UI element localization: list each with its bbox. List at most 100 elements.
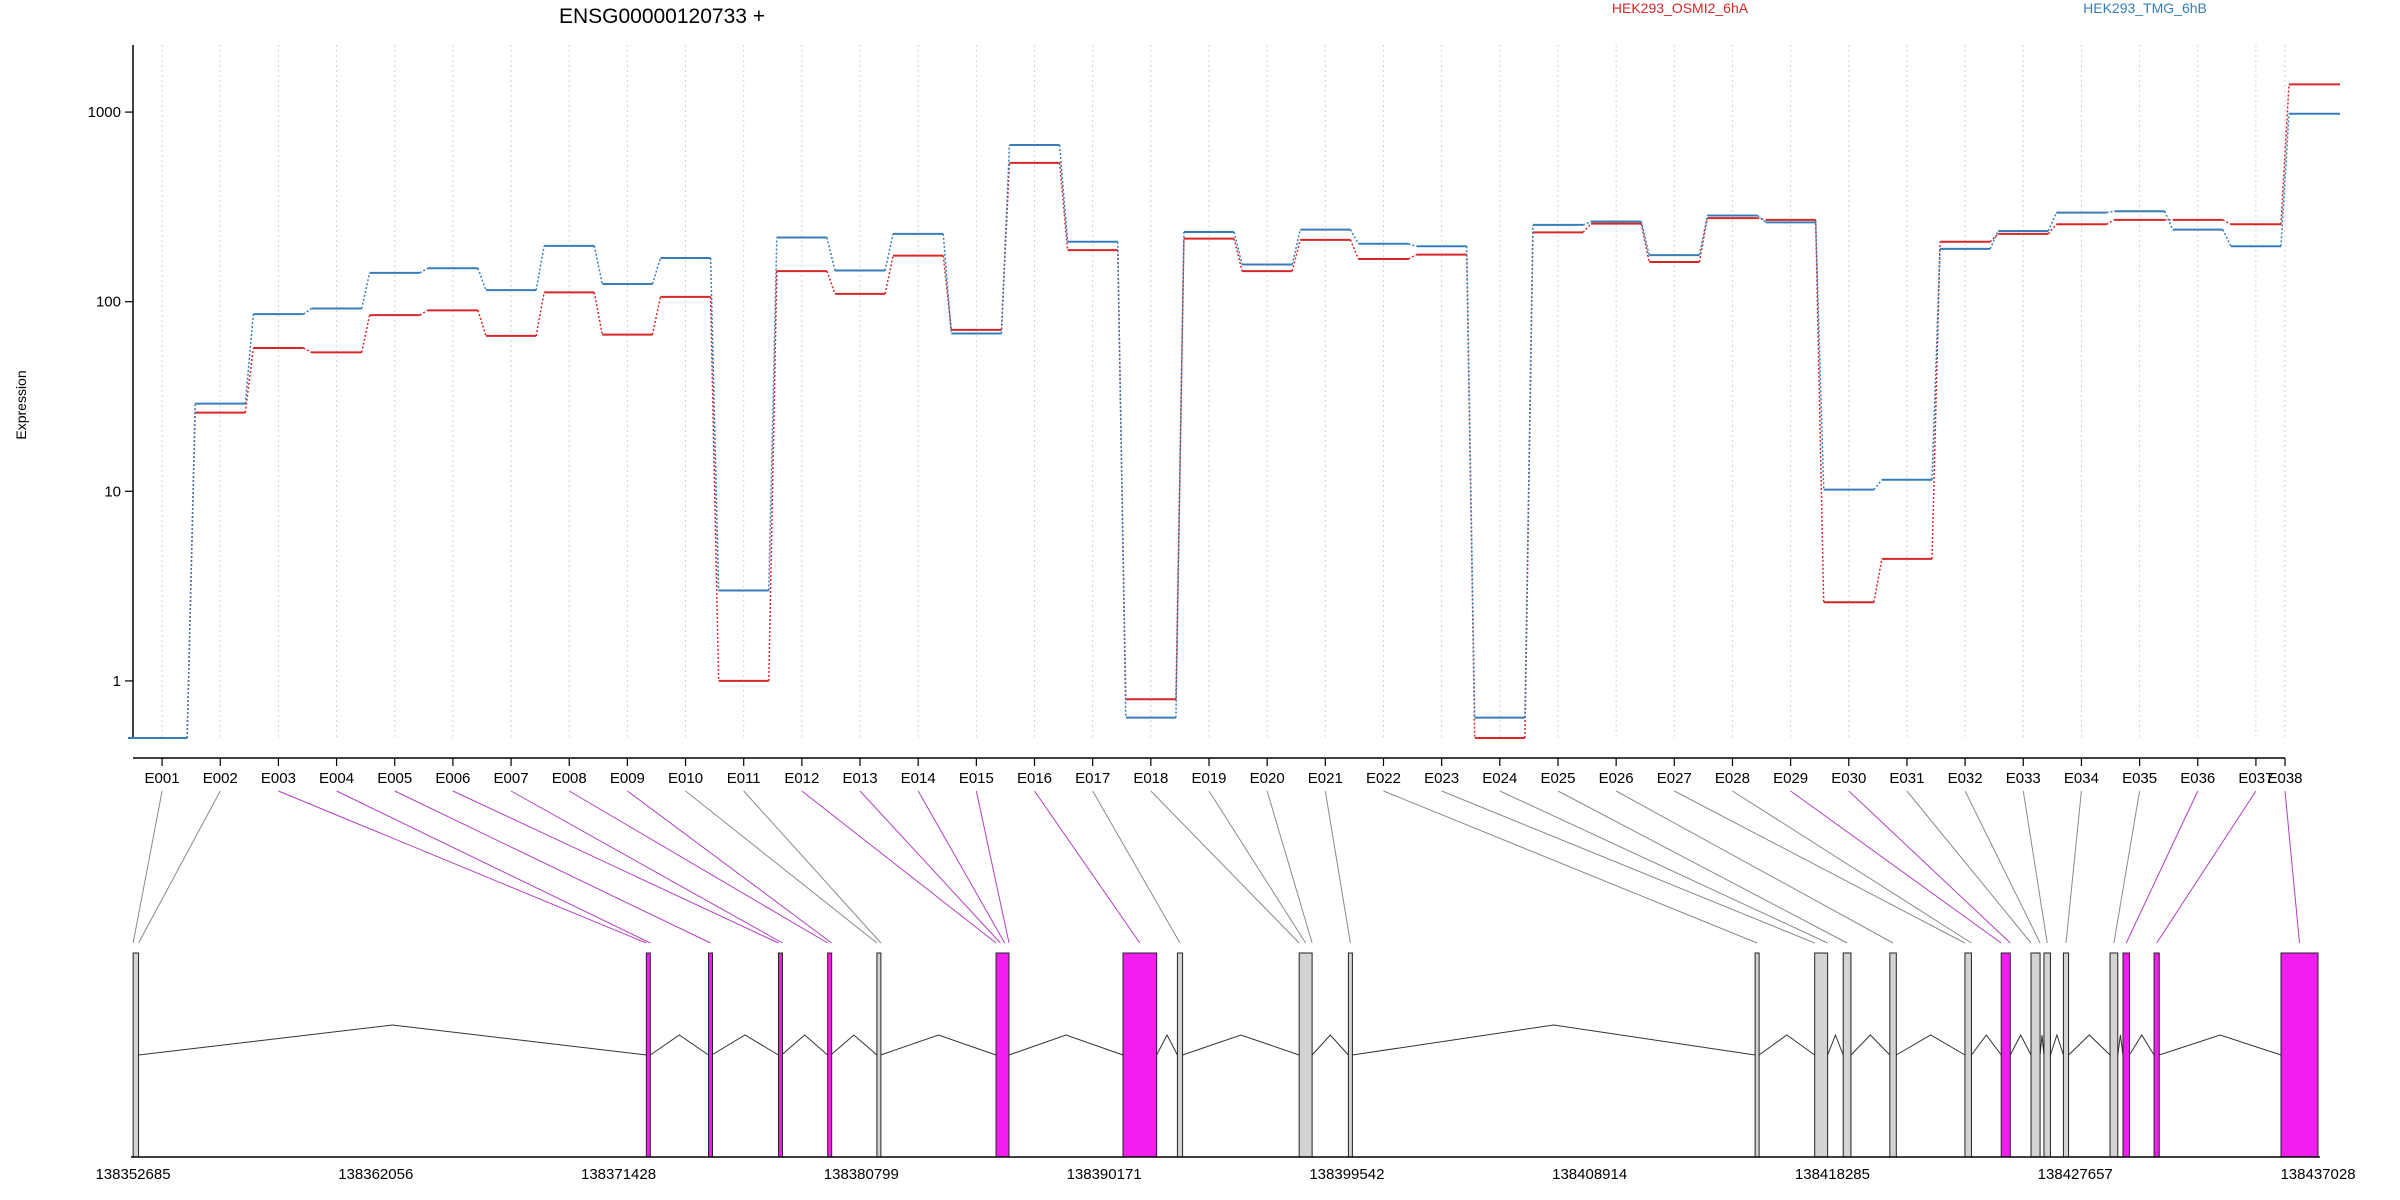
- bin-link-e013: [859, 790, 1001, 944]
- genome-tick-label: 138390171: [1067, 1166, 1142, 1183]
- genome-tick-label: 138437028: [2280, 1166, 2355, 1183]
- exon-21: [2109, 952, 2119, 1158]
- intron-20: [2068, 1034, 2111, 1056]
- bin-link-e033: [2022, 790, 2048, 944]
- bin-link-e030: [1848, 790, 2011, 944]
- connector-e009: [651, 296, 662, 335]
- connector-e025: [1582, 220, 1592, 226]
- genome-axis: 138352685 138362056 138371428 138380799 1383…: [95, 1156, 2356, 1183]
- intron-6: [880, 1034, 997, 1056]
- bin-link-e029: [1790, 790, 2002, 944]
- exon-6: [876, 952, 882, 1158]
- genome-tick-label: 138408914: [1552, 1166, 1627, 1183]
- grid-lines: [161, 45, 2286, 738]
- connector-e027: [1698, 217, 1709, 263]
- intron-8: [1156, 1033, 1178, 1056]
- exon-19: [2043, 952, 2051, 1158]
- connector-e031: [1931, 248, 1941, 480]
- connector-e004: [360, 272, 371, 309]
- connector-e006: [477, 310, 487, 337]
- bin-link-e027: [1674, 790, 1966, 944]
- x-tick-label-e029: E029: [1773, 770, 1808, 787]
- exon-1: [132, 952, 140, 1158]
- connector-e001: [186, 403, 196, 739]
- y-tick-label-1: 1: [113, 673, 121, 690]
- exon-20: [2062, 952, 2070, 1158]
- x-tick-label-e008: E008: [552, 770, 587, 787]
- x-tick-label-e006: E006: [435, 770, 470, 787]
- bin-link-e002: [138, 790, 221, 944]
- x-tick-label-e025: E025: [1540, 770, 1575, 787]
- exon-12: [1754, 952, 1760, 1158]
- connector-e014: [942, 255, 953, 330]
- intron-7: [1008, 1034, 1124, 1056]
- x-tick-label-e004: E004: [319, 770, 354, 787]
- connector-e003: [303, 347, 312, 354]
- connector-e003: [303, 307, 312, 315]
- x-tick-label-e024: E024: [1482, 770, 1517, 787]
- connector-e026: [1640, 221, 1650, 256]
- x-tick-label-e022: E022: [1366, 770, 1401, 787]
- y-tick-label-100: 100: [96, 294, 121, 311]
- connector-e031: [1931, 241, 1941, 559]
- genome-tick-label: 138371428: [581, 1166, 656, 1183]
- bin-link-e025: [1557, 790, 1848, 944]
- bin-link-e028: [1732, 790, 1972, 944]
- connector-e037: [2280, 84, 2290, 225]
- connector-e016: [1058, 144, 1069, 242]
- bin-link-e001: [132, 790, 163, 944]
- intron-15: [1896, 1034, 1966, 1056]
- x-tick-label-e034: E034: [2064, 770, 2099, 787]
- x-tick-label-e002: E002: [203, 770, 238, 787]
- x-tick-label-e011: E011: [727, 770, 761, 787]
- connector-e002: [244, 347, 255, 413]
- exon-4: [777, 952, 783, 1158]
- connector-e021: [1349, 229, 1360, 245]
- x-tick-label-e037: E037: [2238, 770, 2273, 787]
- connector-e007: [535, 245, 545, 291]
- connector-e020: [1291, 229, 1301, 265]
- bin-link-e017: [1092, 790, 1181, 944]
- intron-14: [1850, 1034, 1891, 1056]
- y-tick-label-1000: 1000: [88, 104, 121, 121]
- connector-e006: [477, 268, 487, 291]
- connector-e036: [2222, 219, 2232, 225]
- connector-e008: [593, 245, 604, 285]
- bin-link-e023: [1441, 790, 1815, 944]
- connector-e004: [360, 314, 371, 353]
- y-axis-label: Expression: [13, 370, 29, 439]
- exon-10: [1298, 952, 1313, 1158]
- legend-entry-osmi2: HEK293_OSMI2_6hA: [1612, 0, 1749, 16]
- exon-18: [2030, 952, 2041, 1158]
- x-tick-label-e017: E017: [1075, 770, 1110, 787]
- intron-1: [138, 1024, 647, 1056]
- connector-e030: [1873, 479, 1883, 491]
- bin-link-e022: [1383, 790, 1758, 944]
- exon-11: [1347, 952, 1353, 1158]
- connector-e022: [1408, 254, 1417, 260]
- intron-13: [1827, 1033, 1844, 1056]
- intron-23: [2159, 1034, 2282, 1056]
- x-tick-label-e026: E026: [1599, 770, 1634, 787]
- x-tick-label-e007: E007: [494, 770, 529, 787]
- intron-4: [781, 1034, 829, 1056]
- x-tick-label-e016: E016: [1017, 770, 1052, 787]
- exon-15: [1889, 952, 1897, 1158]
- connector-e018: [1175, 232, 1185, 718]
- intron-10: [1311, 1034, 1349, 1056]
- x-tick-label-e030: E030: [1831, 770, 1866, 787]
- x-tick-label-e038: E038: [2267, 770, 2302, 787]
- connector-e018: [1175, 238, 1185, 700]
- connector-e010: [709, 296, 720, 681]
- intron-3: [711, 1034, 779, 1056]
- exon-9: [1176, 952, 1184, 1158]
- intron-19: [2049, 1033, 2064, 1056]
- legend-entry-tmg: HEK293_TMG_6hB: [2083, 0, 2207, 16]
- bin-link-e015: [975, 790, 1010, 944]
- bin-link-e008: [568, 790, 828, 944]
- connector-e022: [1408, 243, 1417, 247]
- x-tick-label-e018: E018: [1133, 770, 1168, 787]
- connector-e029: [1814, 219, 1825, 603]
- bin-link-e032: [1964, 790, 2041, 944]
- x-tick-label-e014: E014: [901, 770, 936, 787]
